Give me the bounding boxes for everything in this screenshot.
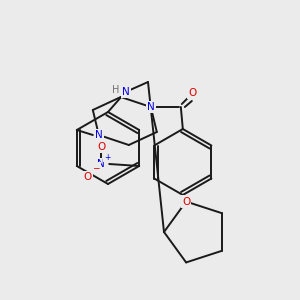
Text: O: O: [97, 142, 105, 152]
Text: +: +: [104, 152, 110, 161]
Text: N: N: [95, 130, 103, 140]
Text: O: O: [189, 88, 197, 98]
Text: H: H: [112, 85, 120, 95]
Text: O: O: [182, 196, 190, 207]
Text: O: O: [83, 172, 91, 182]
Text: N: N: [122, 87, 130, 97]
Text: N: N: [97, 159, 105, 169]
Text: −: −: [92, 164, 100, 172]
Text: N: N: [147, 102, 155, 112]
